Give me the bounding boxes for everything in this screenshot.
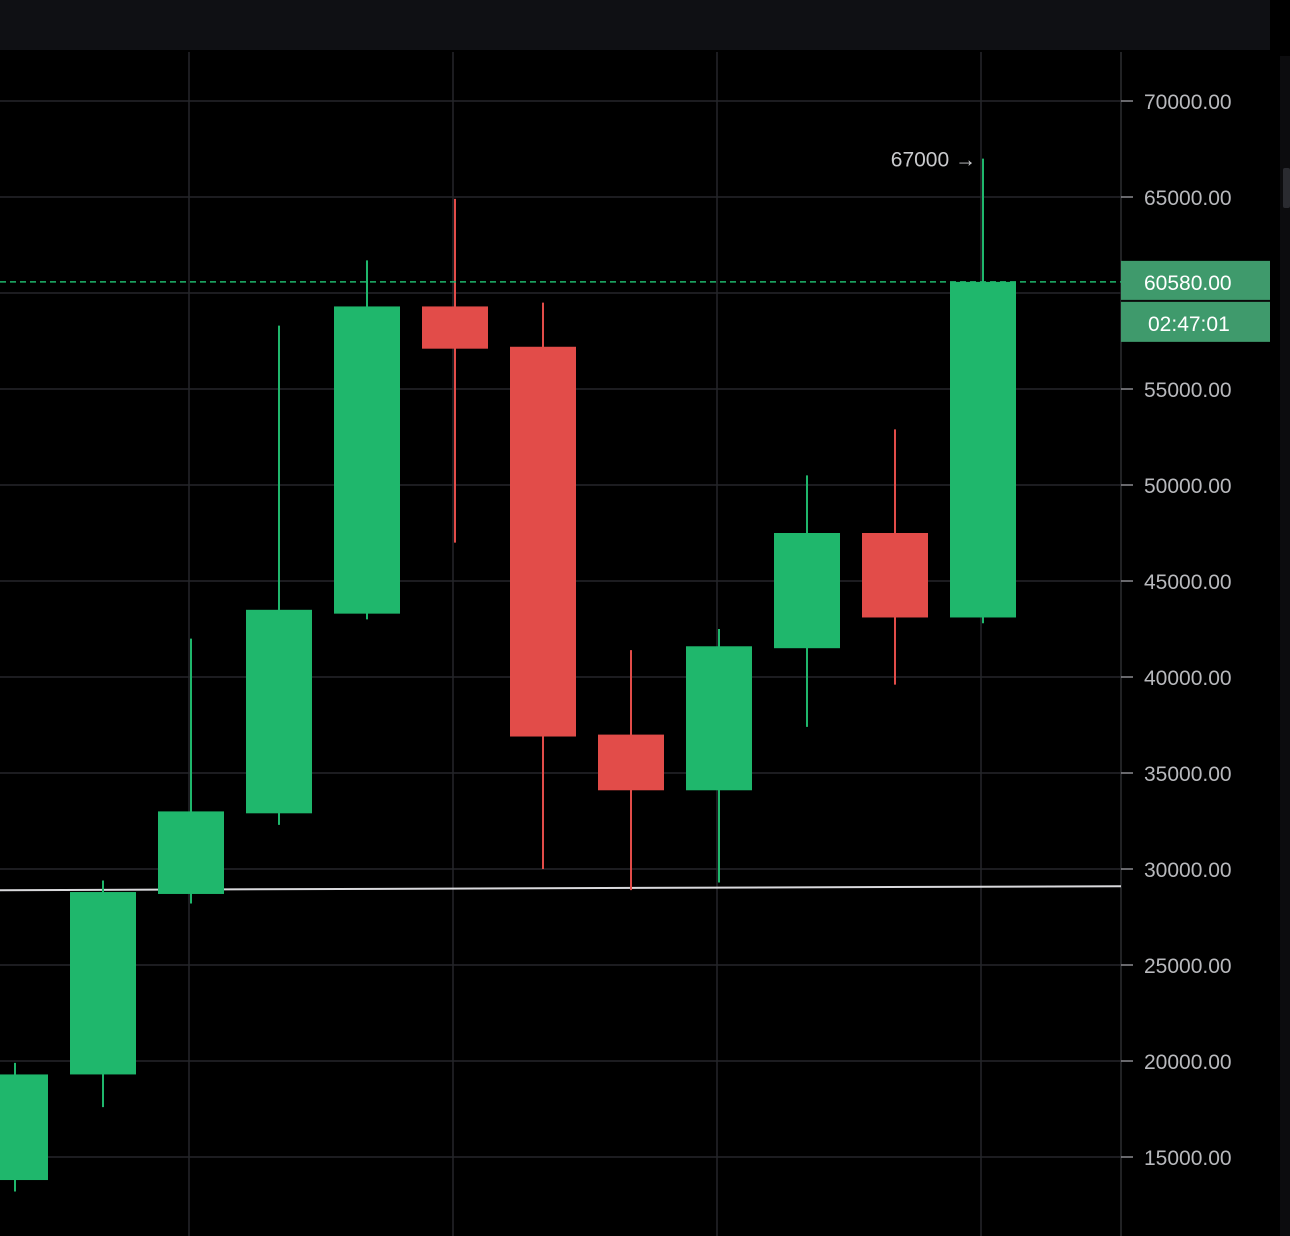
axis-tick-label: 45000.00 <box>1144 571 1232 594</box>
axis-tick-label: 25000.00 <box>1144 955 1232 978</box>
candle[interactable] <box>510 302 576 869</box>
candle-body <box>862 533 928 618</box>
candle-body <box>422 306 488 349</box>
candle[interactable] <box>598 650 664 891</box>
candle-body <box>158 811 224 894</box>
candle[interactable] <box>70 880 136 1108</box>
candle[interactable] <box>686 629 752 883</box>
current-price-label: 60580.00 <box>1144 272 1232 295</box>
candle-body <box>0 1074 48 1181</box>
axis-tick-label: 35000.00 <box>1144 763 1232 786</box>
candle[interactable] <box>334 260 400 620</box>
axis-tick-label: 70000.00 <box>1144 91 1232 114</box>
countdown-badge <box>1121 301 1270 342</box>
candle-body <box>598 734 664 791</box>
axis-tick-label: 20000.00 <box>1144 1051 1232 1074</box>
candle-body <box>686 646 752 791</box>
candle-body <box>950 281 1016 618</box>
candle-body <box>246 609 312 814</box>
candles <box>0 158 1016 1192</box>
axis-tick-label: 65000.00 <box>1144 187 1232 210</box>
candle[interactable] <box>950 158 1016 624</box>
candle-body <box>70 892 136 1075</box>
candle[interactable] <box>246 325 312 825</box>
current-price: 60580.00 02:47:01 <box>0 260 1270 342</box>
high-annotation: 67000 → <box>891 149 976 172</box>
axis-tick-label: 40000.00 <box>1144 667 1232 690</box>
axis-tick-label: 15000.00 <box>1144 1147 1232 1170</box>
axis-tick-label: 30000.00 <box>1144 859 1232 882</box>
current-price-badge <box>1121 260 1270 301</box>
right-edge-panel <box>1280 56 1290 1236</box>
axis-tick-label: 50000.00 <box>1144 475 1232 498</box>
candle[interactable] <box>862 429 928 685</box>
candle-body <box>774 533 840 649</box>
price-axis[interactable]: 70000.0065000.0060000.0055000.0050000.00… <box>1121 91 1232 1170</box>
candle-body <box>510 346 576 737</box>
candle[interactable] <box>774 475 840 727</box>
axis-tick-label: 55000.00 <box>1144 379 1232 402</box>
countdown-label: 02:47:01 <box>1148 313 1230 336</box>
candle[interactable] <box>422 198 488 543</box>
top-toolbar <box>0 0 1270 50</box>
scrollbar-thumb[interactable] <box>1283 168 1290 208</box>
candle-body <box>334 306 400 614</box>
candle[interactable] <box>0 1062 48 1192</box>
candle[interactable] <box>158 638 224 904</box>
